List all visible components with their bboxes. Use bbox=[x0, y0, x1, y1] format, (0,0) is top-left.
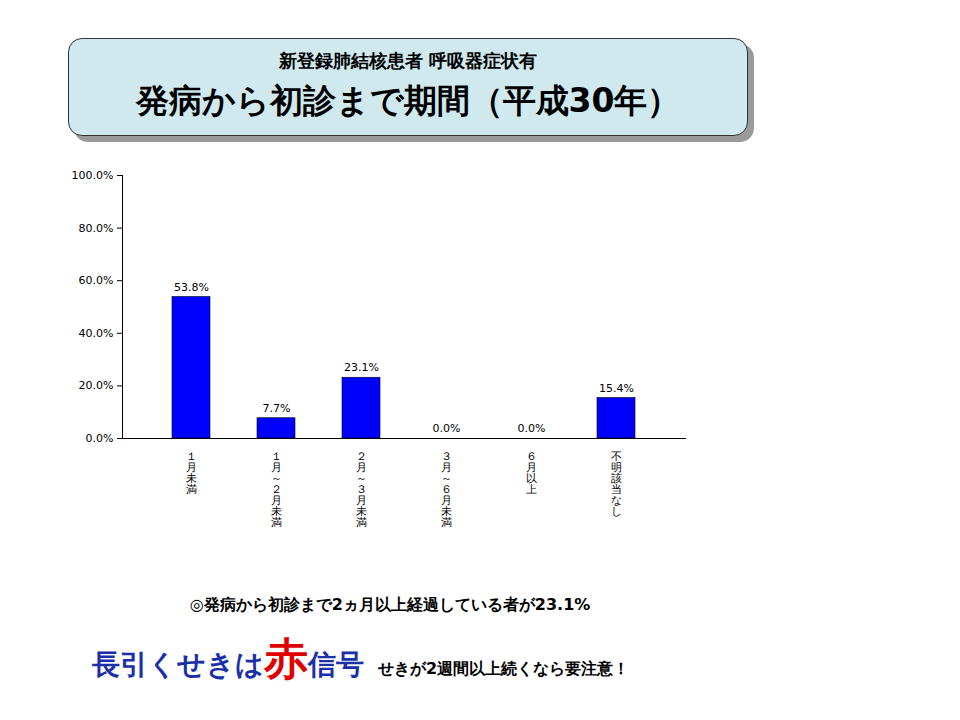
svg-text:不明該当なし: 不明該当なし bbox=[611, 450, 622, 518]
html-text:発病から初診まで期間（平成30年）: 発病から初診まで期間（平成30年） bbox=[135, 81, 681, 120]
svg-text:0.0%: 0.0% bbox=[518, 422, 546, 435]
svg-text:60.0%: 60.0% bbox=[79, 274, 114, 287]
svg-text:100.0%: 100.0% bbox=[72, 169, 114, 182]
html-text:新登録肺結核患者 呼吸器症状有: 新登録肺結核患者 呼吸器症状有 bbox=[278, 50, 538, 71]
svg-text:１月～２月未満: １月～２月未満 bbox=[271, 450, 282, 529]
svg-text:15.4%: 15.4% bbox=[599, 382, 634, 395]
svg-text:６月以上: ６月以上 bbox=[526, 450, 537, 496]
svg-text:３月～６月未満: ３月～６月未満 bbox=[441, 450, 452, 529]
svg-text:80.0%: 80.0% bbox=[79, 222, 114, 235]
svg-text:２月～３月未満: ２月～３月未満 bbox=[356, 450, 367, 529]
html-text:◎発病から初診まで2ヵ月以上経過している者が23.1%: ◎発病から初診まで2ヵ月以上経過している者が23.1% bbox=[189, 595, 591, 614]
svg-text:１月未満: １月未満 bbox=[186, 450, 197, 496]
html-text:長引くせきは赤信号: 長引くせきは赤信号 bbox=[92, 633, 364, 684]
svg-text:0.0%: 0.0% bbox=[433, 422, 461, 435]
svg-text:0.0%: 0.0% bbox=[86, 432, 114, 445]
svg-text:40.0%: 40.0% bbox=[79, 327, 114, 340]
svg-text:20.0%: 20.0% bbox=[79, 379, 114, 392]
svg-text:53.8%: 53.8% bbox=[174, 281, 209, 294]
svg-text:23.1%: 23.1% bbox=[344, 361, 379, 374]
svg-text:7.7%: 7.7% bbox=[263, 402, 291, 415]
html-text:せきが2週間以上続くなら要注意！: せきが2週間以上続くなら要注意！ bbox=[378, 659, 630, 678]
